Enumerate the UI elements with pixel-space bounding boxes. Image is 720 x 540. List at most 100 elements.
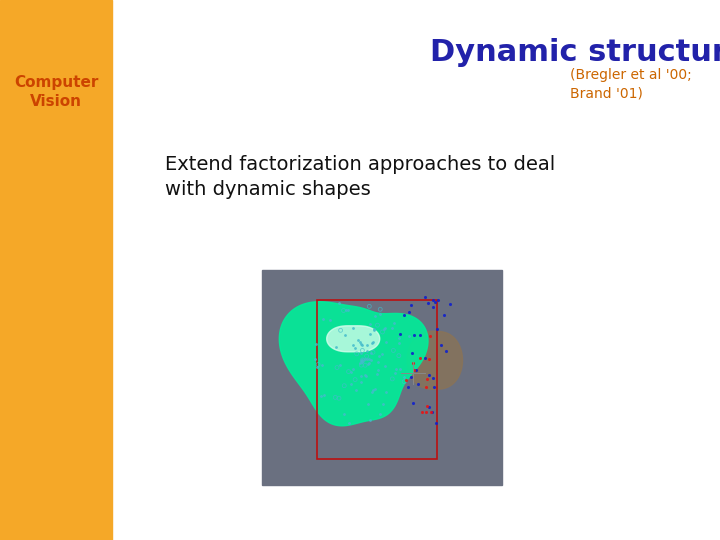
Point	[354, 359, 366, 367]
Point	[423, 355, 435, 363]
Point	[338, 381, 350, 390]
Point	[423, 371, 435, 380]
Text: Computer
Vision: Computer Vision	[14, 75, 98, 109]
Point	[364, 320, 376, 328]
Text: (Bregler et al '00;
Brand '01): (Bregler et al '00; Brand '01)	[570, 68, 692, 100]
Point	[356, 346, 368, 355]
Point	[387, 375, 398, 383]
Point	[407, 399, 418, 407]
Point	[414, 330, 426, 339]
Point	[403, 332, 415, 340]
Point	[317, 360, 328, 369]
Point	[428, 382, 439, 391]
Bar	[0, 0, 112, 540]
Point	[365, 349, 377, 357]
Point	[405, 373, 416, 381]
Point	[364, 330, 375, 339]
Bar	[262, 270, 502, 485]
Point	[405, 301, 417, 309]
Point	[361, 355, 372, 363]
Point	[372, 370, 383, 379]
Point	[368, 325, 379, 334]
Point	[372, 321, 383, 329]
Point	[438, 310, 449, 319]
Point	[424, 331, 436, 340]
Point	[334, 360, 346, 369]
Point	[345, 368, 356, 376]
Point	[431, 418, 442, 427]
Point	[362, 400, 374, 409]
Point	[420, 402, 432, 410]
Point	[427, 374, 438, 383]
Polygon shape	[279, 302, 428, 426]
Point	[379, 361, 390, 370]
Point	[381, 338, 392, 347]
Point	[402, 383, 414, 391]
Point	[440, 347, 451, 355]
Point	[388, 319, 400, 328]
Point	[394, 333, 405, 342]
Point	[338, 410, 349, 418]
Point	[365, 356, 377, 364]
Point	[357, 355, 369, 364]
Point	[374, 410, 385, 418]
Point	[433, 296, 444, 305]
Point	[398, 310, 410, 319]
Point	[359, 370, 370, 379]
Point	[356, 355, 367, 364]
Point	[372, 357, 384, 366]
Point	[343, 367, 354, 376]
Point	[335, 326, 346, 335]
Point	[428, 302, 439, 311]
Point	[356, 356, 368, 364]
Point	[362, 360, 374, 369]
Point	[364, 355, 375, 363]
Point	[359, 354, 371, 363]
Point	[366, 388, 377, 396]
Point	[431, 325, 443, 334]
Point	[426, 407, 437, 416]
Point	[420, 383, 432, 391]
Point	[376, 349, 387, 358]
Polygon shape	[407, 331, 462, 389]
Point	[390, 365, 402, 374]
Point	[395, 330, 406, 339]
Point	[330, 393, 341, 402]
Point	[349, 344, 361, 353]
Point	[351, 386, 362, 395]
Point	[403, 307, 415, 316]
Point	[369, 312, 381, 321]
Point	[364, 302, 375, 310]
Point	[380, 387, 392, 396]
Point	[422, 299, 433, 308]
Point	[414, 354, 426, 362]
Point	[309, 354, 320, 363]
Point	[366, 339, 378, 348]
Point	[356, 349, 367, 357]
Point	[319, 391, 330, 400]
Bar	[318, 300, 437, 459]
Point	[331, 363, 343, 372]
Point	[386, 324, 397, 333]
Point	[333, 394, 345, 402]
Point	[378, 325, 390, 333]
Point	[361, 341, 373, 349]
Point	[430, 298, 441, 306]
Point	[406, 349, 418, 357]
Point	[341, 306, 352, 314]
Point	[355, 356, 366, 365]
Point	[367, 348, 379, 356]
Point	[398, 377, 410, 386]
Point	[361, 347, 373, 355]
Point	[435, 341, 446, 350]
Point	[408, 366, 420, 374]
Point	[357, 356, 369, 365]
Point	[374, 352, 385, 360]
Polygon shape	[327, 326, 379, 352]
Point	[324, 315, 336, 324]
Point	[413, 380, 424, 388]
Point	[364, 416, 375, 424]
Point	[389, 369, 400, 377]
Point	[368, 326, 379, 335]
Point	[339, 331, 351, 340]
